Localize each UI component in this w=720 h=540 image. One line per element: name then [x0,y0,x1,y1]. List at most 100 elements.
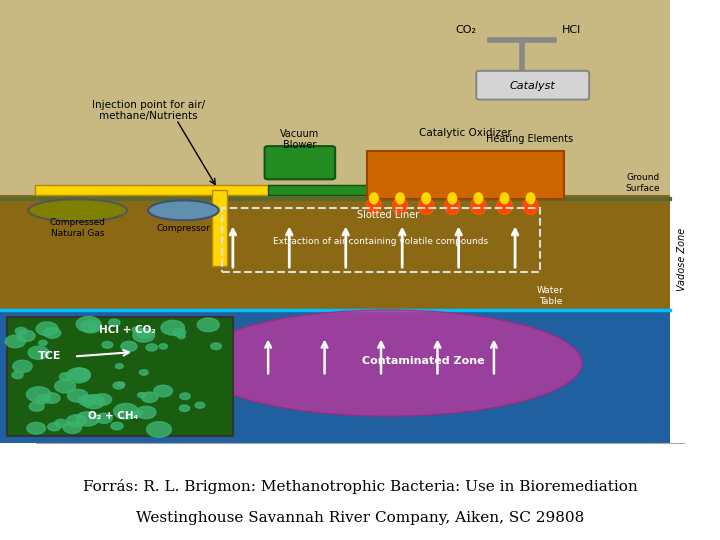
Ellipse shape [523,197,539,215]
Circle shape [44,328,60,338]
Text: O₂ + CH₄: O₂ + CH₄ [88,411,138,421]
Text: HCl + CO₂: HCl + CO₂ [99,325,156,335]
Ellipse shape [392,197,408,215]
FancyBboxPatch shape [212,191,228,266]
Circle shape [17,330,35,341]
Circle shape [132,411,142,417]
Circle shape [159,344,168,349]
Circle shape [135,410,143,415]
Text: Injection point for air/
methane/Nutrients: Injection point for air/ methane/Nutrien… [91,100,204,122]
Ellipse shape [474,192,483,205]
Text: TCE: TCE [37,352,61,361]
FancyBboxPatch shape [477,71,589,99]
Circle shape [76,411,99,426]
Circle shape [48,423,60,431]
Text: Contaminated Zone: Contaminated Zone [362,356,485,366]
Ellipse shape [418,197,434,215]
Circle shape [96,413,112,423]
Circle shape [66,368,90,383]
Circle shape [15,327,27,335]
Circle shape [132,327,141,333]
Circle shape [81,320,101,333]
Circle shape [138,393,145,397]
Circle shape [195,402,204,408]
Text: Extraction of air containing volatile compounds: Extraction of air containing volatile co… [274,237,489,246]
Circle shape [67,415,86,427]
Ellipse shape [366,197,382,215]
Circle shape [178,334,185,339]
FancyBboxPatch shape [35,185,423,195]
Text: Compressor: Compressor [156,224,210,233]
Circle shape [63,422,81,434]
Circle shape [121,341,137,352]
FancyBboxPatch shape [265,146,336,179]
Ellipse shape [444,197,460,215]
Circle shape [55,420,67,427]
Ellipse shape [500,192,510,205]
Text: Water Saturated
Zone: Water Saturated Zone [678,339,697,414]
Circle shape [102,341,113,348]
Circle shape [111,422,123,430]
Circle shape [179,405,189,411]
Circle shape [39,340,48,346]
Ellipse shape [28,199,127,221]
Circle shape [117,382,125,387]
FancyBboxPatch shape [7,316,233,436]
Circle shape [71,368,90,381]
Circle shape [109,319,120,326]
Circle shape [136,406,156,418]
Text: Vadose Zone: Vadose Zone [678,227,688,291]
Circle shape [27,422,45,434]
Circle shape [114,403,138,419]
Ellipse shape [421,192,431,205]
Ellipse shape [194,310,582,416]
Ellipse shape [526,192,536,205]
Circle shape [55,380,76,393]
Circle shape [83,395,105,409]
Circle shape [36,395,50,404]
Circle shape [76,316,101,332]
Circle shape [94,394,112,405]
Circle shape [211,343,222,349]
Circle shape [115,363,123,369]
FancyBboxPatch shape [0,195,670,319]
Ellipse shape [447,192,457,205]
Circle shape [161,320,184,335]
Text: Ground
Surface: Ground Surface [625,173,660,193]
Text: HCl: HCl [562,25,581,35]
Circle shape [197,318,219,332]
Ellipse shape [369,192,379,205]
Circle shape [137,328,153,339]
Text: Catalytic Oxidizer: Catalytic Oxidizer [419,128,512,138]
Circle shape [59,373,72,381]
Circle shape [5,335,25,348]
Circle shape [154,385,173,397]
Ellipse shape [497,197,512,215]
Circle shape [78,395,96,406]
Circle shape [12,372,23,379]
Text: Vacuum
Blower: Vacuum Blower [280,129,320,150]
Circle shape [173,328,186,336]
Ellipse shape [395,192,405,205]
Circle shape [30,402,44,411]
Text: Catalyst: Catalyst [510,82,556,91]
Text: CO₂: CO₂ [455,25,476,35]
Ellipse shape [148,200,219,220]
Circle shape [147,422,171,437]
Circle shape [89,325,98,331]
Circle shape [146,344,158,351]
Text: Heating Elements: Heating Elements [485,134,573,145]
Circle shape [132,328,155,342]
Circle shape [28,346,49,359]
Circle shape [36,322,58,336]
FancyBboxPatch shape [367,151,564,199]
Text: Forrás: R. L. Brigmon: Methanotrophic Bacteria: Use in Bioremediation: Forrás: R. L. Brigmon: Methanotrophic Ba… [83,478,637,494]
Circle shape [68,389,88,402]
Circle shape [140,370,148,375]
Circle shape [113,382,124,389]
Text: Water
Table: Water Table [537,286,564,306]
FancyBboxPatch shape [268,185,409,195]
Text: Westinghouse Savannah River Company, Aiken, SC 29808: Westinghouse Savannah River Company, Aik… [136,511,584,525]
Circle shape [27,387,51,402]
Text: Compressed
Natural Gas: Compressed Natural Gas [50,218,106,238]
